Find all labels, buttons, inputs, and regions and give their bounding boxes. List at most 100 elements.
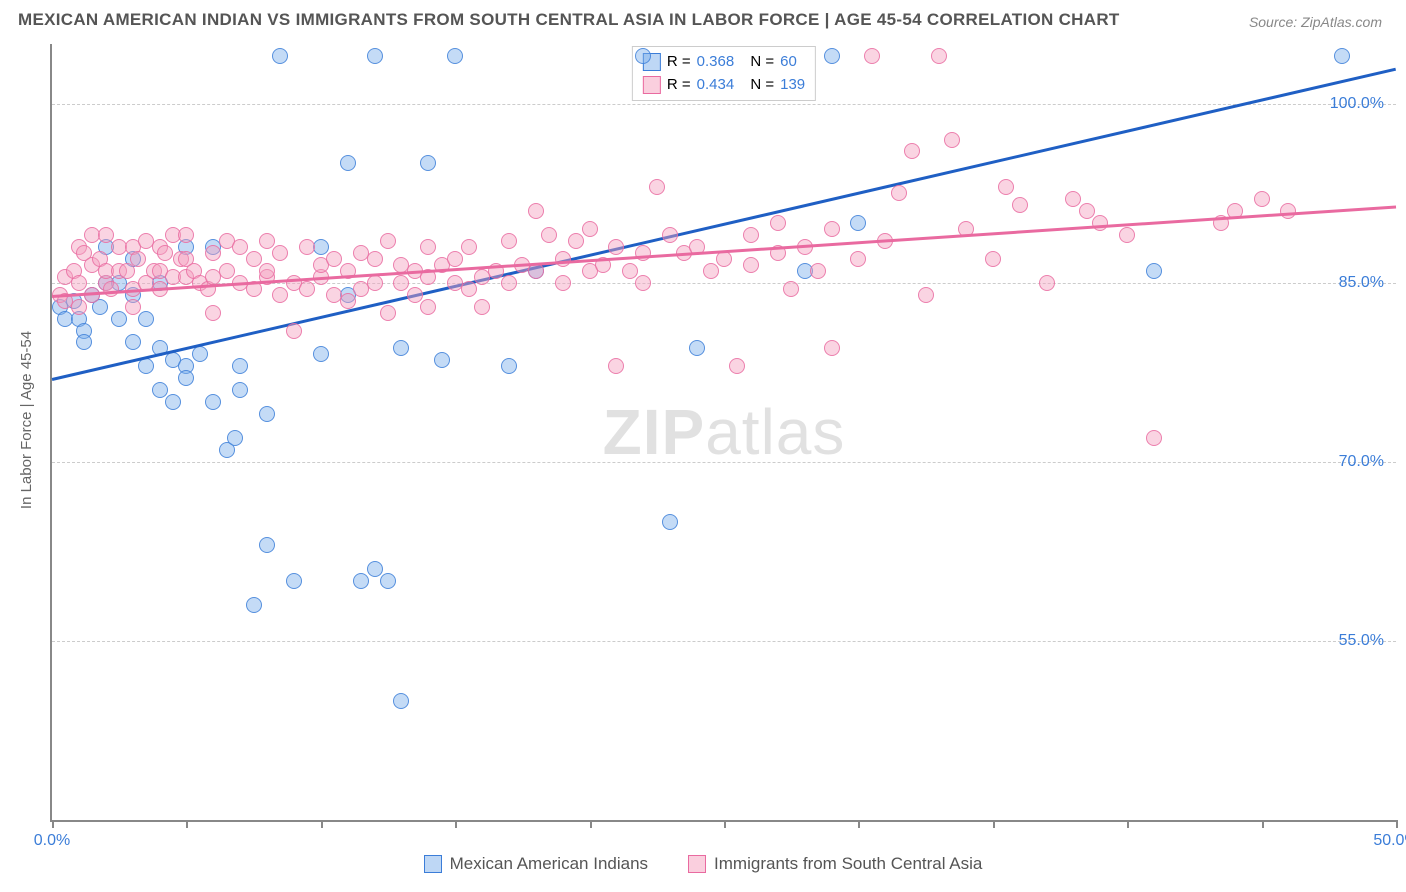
x-tick — [1127, 820, 1129, 828]
scatter-point — [904, 143, 920, 159]
scatter-point — [635, 48, 651, 64]
scatter-point — [340, 293, 356, 309]
scatter-point — [393, 340, 409, 356]
r-value-blue: 0.368 — [697, 51, 735, 74]
legend-swatch-pink — [688, 855, 706, 873]
scatter-point — [76, 334, 92, 350]
x-tick — [993, 820, 995, 828]
scatter-point — [125, 334, 141, 350]
scatter-point — [205, 305, 221, 321]
source-label: Source: ZipAtlas.com — [1249, 14, 1382, 30]
scatter-point — [501, 233, 517, 249]
x-tick — [186, 820, 188, 828]
scatter-point — [931, 48, 947, 64]
scatter-point — [864, 48, 880, 64]
scatter-point — [232, 239, 248, 255]
scatter-point — [205, 394, 221, 410]
scatter-point — [367, 251, 383, 267]
scatter-point — [582, 221, 598, 237]
scatter-point — [1146, 430, 1162, 446]
scatter-point — [313, 346, 329, 362]
x-tick — [1262, 820, 1264, 828]
scatter-point — [824, 48, 840, 64]
scatter-point — [259, 406, 275, 422]
scatter-point — [272, 245, 288, 261]
scatter-point — [103, 281, 119, 297]
scatter-point — [1254, 191, 1270, 207]
x-tick — [858, 820, 860, 828]
scatter-point — [850, 251, 866, 267]
scatter-point — [649, 179, 665, 195]
scatter-point — [299, 281, 315, 297]
scatter-point — [111, 311, 127, 327]
scatter-point — [555, 275, 571, 291]
scatter-point — [434, 352, 450, 368]
scatter-point — [165, 394, 181, 410]
scatter-point — [944, 132, 960, 148]
y-tick-label: 100.0% — [1330, 95, 1384, 113]
legend-label-pink: Immigrants from South Central Asia — [714, 854, 982, 874]
scatter-point — [662, 227, 678, 243]
scatter-point — [824, 340, 840, 356]
scatter-point — [272, 287, 288, 303]
scatter-point — [824, 221, 840, 237]
scatter-point — [246, 251, 262, 267]
scatter-point — [810, 263, 826, 279]
gridline — [52, 641, 1396, 642]
scatter-point — [1146, 263, 1162, 279]
scatter-point — [227, 430, 243, 446]
y-tick-label: 85.0% — [1339, 274, 1384, 292]
r-value-pink: 0.434 — [697, 74, 735, 97]
x-tick — [52, 820, 54, 828]
scatter-point — [71, 275, 87, 291]
scatter-point — [1280, 203, 1296, 219]
scatter-point — [662, 514, 678, 530]
scatter-point — [474, 299, 490, 315]
bottom-legend-item-pink: Immigrants from South Central Asia — [688, 854, 982, 874]
scatter-point — [259, 263, 275, 279]
scatter-point — [608, 239, 624, 255]
n-value-pink: 139 — [780, 74, 805, 97]
bottom-legend-item-blue: Mexican American Indians — [424, 854, 648, 874]
scatter-point — [783, 281, 799, 297]
scatter-point — [367, 275, 383, 291]
x-tick — [455, 820, 457, 828]
scatter-point — [770, 215, 786, 231]
scatter-point — [461, 281, 477, 297]
scatter-point — [286, 573, 302, 589]
scatter-point — [205, 245, 221, 261]
scatter-point — [380, 573, 396, 589]
scatter-point — [178, 227, 194, 243]
scatter-point — [743, 227, 759, 243]
scatter-point — [192, 346, 208, 362]
legend-swatch-pink — [643, 76, 661, 94]
scatter-point — [367, 561, 383, 577]
r-label: R = — [667, 51, 691, 74]
scatter-point — [447, 251, 463, 267]
n-label: N = — [750, 74, 774, 97]
scatter-point — [608, 358, 624, 374]
scatter-point — [461, 239, 477, 255]
scatter-point — [232, 358, 248, 374]
x-tick-label: 50.0% — [1373, 832, 1406, 850]
scatter-point — [130, 251, 146, 267]
scatter-point — [259, 537, 275, 553]
scatter-point — [716, 251, 732, 267]
chart-title: MEXICAN AMERICAN INDIAN VS IMMIGRANTS FR… — [18, 10, 1120, 30]
scatter-point — [326, 251, 342, 267]
scatter-point — [299, 239, 315, 255]
scatter-point — [420, 299, 436, 315]
watermark-rest: atlas — [705, 396, 845, 468]
scatter-point — [689, 340, 705, 356]
gridline — [52, 462, 1396, 463]
scatter-point — [138, 358, 154, 374]
scatter-point — [272, 48, 288, 64]
trend-line — [52, 68, 1397, 381]
scatter-point — [138, 311, 154, 327]
y-tick-label: 55.0% — [1339, 632, 1384, 650]
watermark-bold: ZIP — [603, 396, 706, 468]
r-label: R = — [667, 74, 691, 97]
scatter-point — [528, 203, 544, 219]
scatter-point — [729, 358, 745, 374]
scatter-point — [367, 48, 383, 64]
